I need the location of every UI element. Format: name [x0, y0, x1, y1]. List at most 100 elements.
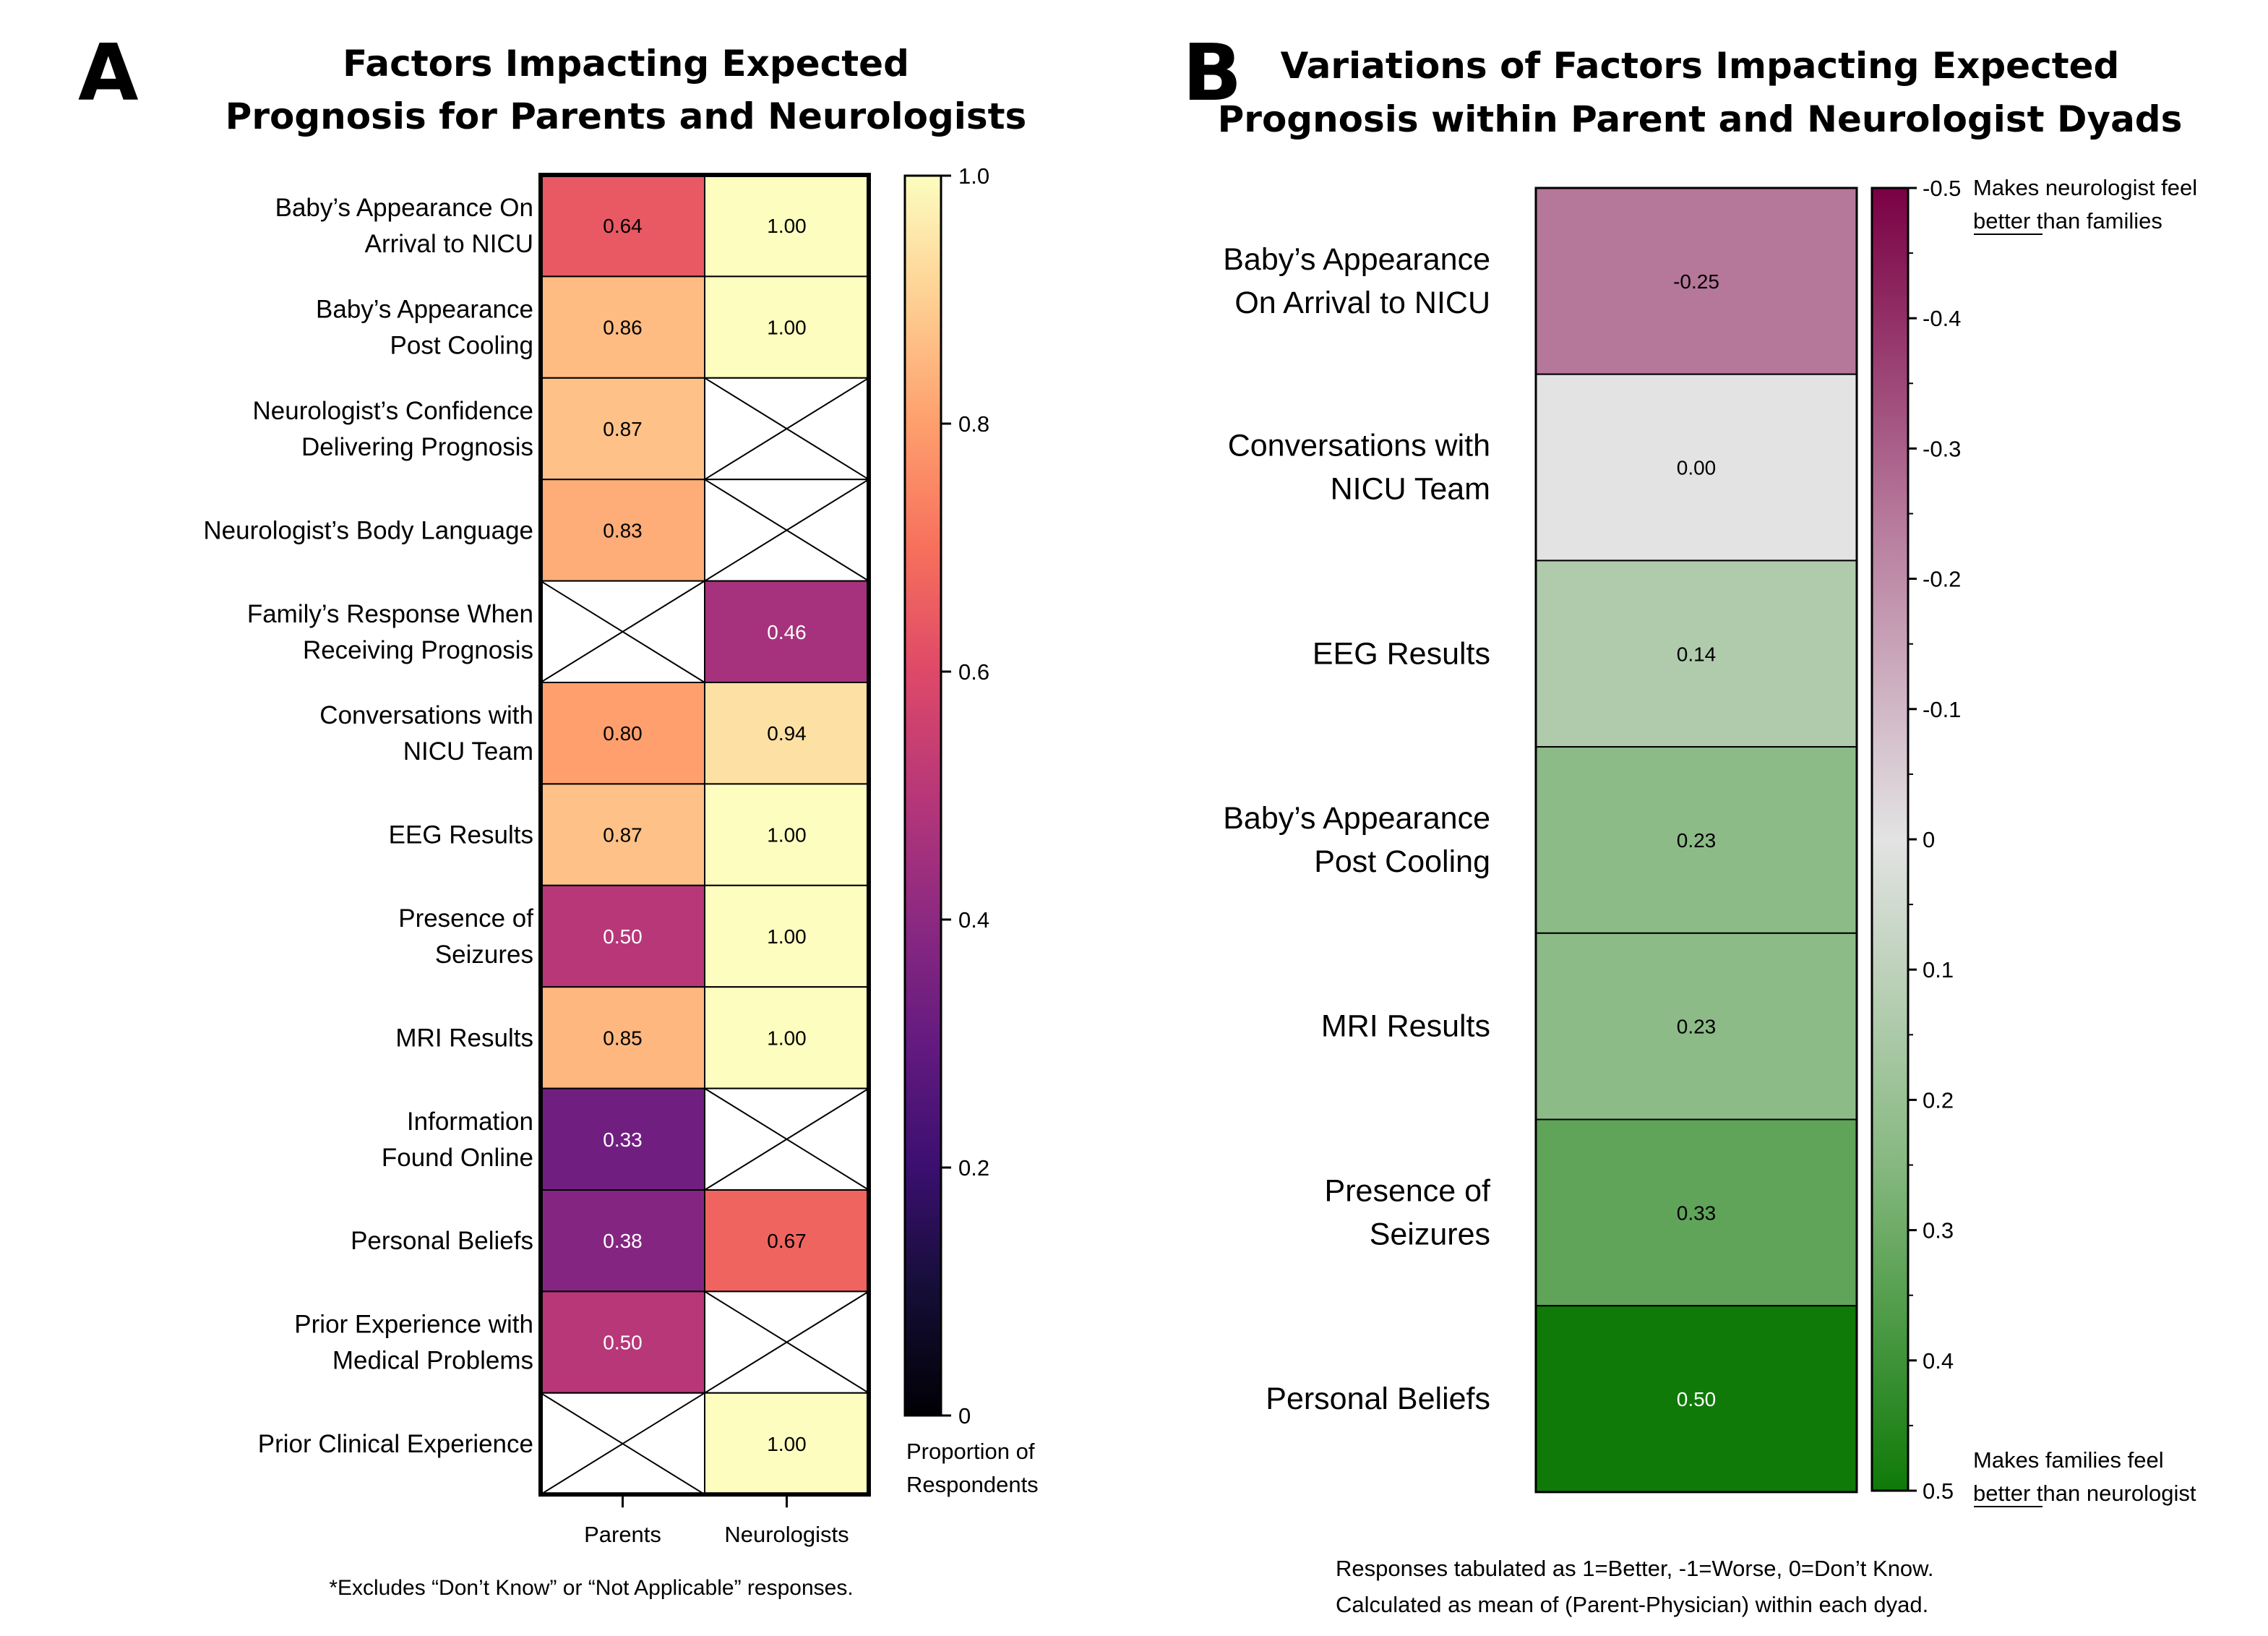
- heatmap-a-row-label: Neurologist’s Body Language: [203, 516, 533, 544]
- heatmap-b-row-label: EEG Results: [1313, 636, 1490, 671]
- heatmap-a-cell-value: 0.38: [603, 1230, 643, 1252]
- heatmap-a-cell-value: 0.67: [767, 1230, 807, 1252]
- colorbar-b-tick-label: 0.3: [1923, 1218, 1954, 1243]
- heatmap-b-border: [1534, 187, 1858, 1494]
- heatmap-a-row-label: Post Cooling: [390, 332, 533, 360]
- colorbar-a-title: Respondents: [906, 1472, 1039, 1497]
- heatmap-a-cell-value: 1.00: [767, 215, 807, 237]
- heatmap-a-row-label: Prior Experience with: [294, 1311, 533, 1339]
- heatmap-a-cell-value: 1.00: [767, 317, 807, 339]
- panel-a-title-line-2: Prognosis for Parents and Neurologists: [225, 95, 1027, 137]
- colorbar-b-tick-label: 0.1: [1923, 957, 1954, 982]
- colorbar-b-tick-label: 0.2: [1923, 1087, 1954, 1113]
- heatmap-a-row-label: NICU Team: [403, 737, 533, 766]
- panel-letter-a: A: [78, 28, 139, 119]
- heatmap-a-cell-value: 1.00: [767, 1433, 807, 1455]
- panel-b-title-line-1: Variations of Factors Impacting Expected: [1281, 45, 2120, 87]
- heatmap-a-row-label: Medical Problems: [332, 1347, 533, 1375]
- heatmap-a-cell: [704, 884, 869, 988]
- heatmap-a-column-label: Parents: [584, 1522, 661, 1547]
- heatmap-a-cell-value: 0.64: [603, 215, 643, 237]
- heatmap-a-cell-value: 0.86: [603, 317, 643, 339]
- colorbar-b-bottom-note: Makes families feel: [1973, 1447, 2164, 1473]
- heatmap-a-cell: [540, 1189, 705, 1293]
- heatmap-a-row-label: Baby’s Appearance: [316, 296, 533, 324]
- heatmap-a-cell: [704, 783, 869, 886]
- heatmap-b-cell-value: 0.50: [1677, 1388, 1717, 1410]
- heatmap-b-cell: [1535, 746, 1857, 934]
- heatmap-a-cell: [540, 682, 705, 785]
- heatmap-a-row-label: Presence of: [398, 904, 533, 933]
- heatmap-a-cell-value: 0.46: [767, 621, 807, 643]
- colorbar-b-top-note: Makes neurologist feel: [1973, 175, 2197, 200]
- colorbar-b-tick-label: -0.1: [1923, 697, 1961, 722]
- panel-a-heatmap: 0.64 1.00 Baby’s Appearance On Arrival to N…: [203, 173, 871, 1547]
- heatmap-a-missing-x-line: [540, 1392, 705, 1496]
- heatmap-a-cell: [540, 884, 705, 988]
- heatmap-a-cell: [540, 174, 705, 278]
- heatmap-a-row-label: Receiving Prognosis: [303, 636, 533, 664]
- colorbar-b-tick-label: -0.4: [1923, 306, 1961, 331]
- heatmap-a-cell: [704, 275, 869, 379]
- panel-b-heatmap: -0.25 Baby’s Appearance On Arrival to NICU…: [1223, 187, 1858, 1494]
- heatmap-a-row-label: Conversations with: [319, 701, 533, 729]
- colorbar-b-tick-label: -0.2: [1923, 567, 1961, 592]
- panel-a-title-line-1: Factors Impacting Expected: [343, 43, 909, 85]
- colorbar-a-tick-label: 0: [958, 1403, 971, 1429]
- panel-a-footnote: *Excludes “Don’t Know” or “Not Applicabl…: [329, 1576, 853, 1600]
- heatmap-a-cell: [540, 275, 705, 379]
- heatmap-b-row-label: Personal Beliefs: [1266, 1382, 1490, 1416]
- heatmap-b-row-label: Conversations with: [1228, 429, 1490, 463]
- panel-b-colorbar-gradient: [1870, 187, 1910, 1492]
- colorbar-b-tick-label: 0.4: [1923, 1348, 1954, 1374]
- panel-b-footnote-line-2: Calculated as mean of (Parent-Physician)…: [1336, 1592, 1928, 1617]
- heatmap-b-row-label: Presence of: [1325, 1173, 1492, 1208]
- heatmap-a-cell-value: 0.50: [603, 925, 643, 948]
- colorbar-b-tick-label: -0.3: [1923, 436, 1961, 461]
- heatmap-b-cell: [1535, 1118, 1857, 1307]
- heatmap-a-missing-x-line: [540, 580, 705, 683]
- heatmap-b-row-label: Post Cooling: [1314, 844, 1490, 879]
- heatmap-a-row-label: Prior Clinical Experience: [258, 1430, 533, 1458]
- heatmap-a-cell-value: 0.83: [603, 519, 643, 541]
- heatmap-a-row-label: Baby’s Appearance On: [275, 194, 533, 222]
- colorbar-b-tick-label: -0.5: [1923, 176, 1961, 201]
- heatmap-b-cell-value: 0.23: [1677, 829, 1717, 852]
- heatmap-a-border: [538, 173, 871, 1497]
- panel-a-colorbar: 0 0.2 0.4 0.6 0.8 1.0 Proportion of Respondents: [903, 163, 1039, 1497]
- heatmap-b-cell: [1535, 1305, 1857, 1493]
- panel-b-colorbar: -0.5 -0.4 -0.3 -0.2 -0.1 0 0.1 0.2 0.3 0.4 0.5 Make…: [1870, 175, 2197, 1507]
- heatmap-b-cell-value: 0.14: [1677, 643, 1717, 665]
- heatmap-a-cell-value: 0.94: [767, 722, 807, 745]
- heatmap-b-cell: [1535, 560, 1857, 748]
- heatmap-a-cell: [540, 783, 705, 886]
- panel-b-footnote-line-1: Responses tabulated as 1=Better, -1=Wors…: [1336, 1556, 1933, 1581]
- heatmap-a-missing-x-line: [704, 479, 869, 582]
- heatmap-a-row-label: Delivering Prognosis: [301, 433, 533, 461]
- heatmap-a-row-label: Found Online: [382, 1144, 533, 1172]
- colorbar-a-tick-label: 1.0: [958, 163, 989, 189]
- panel-a-colorbar-gradient: [903, 174, 942, 1417]
- heatmap-a-cell: [704, 580, 869, 683]
- heatmap-b-cell-value: -0.25: [1673, 270, 1719, 293]
- heatmap-b-cell-value: 0.23: [1677, 1016, 1717, 1038]
- colorbar-a-tick-label: 0.2: [958, 1155, 989, 1181]
- colorbar-b-bottom-note: better than neurologist: [1973, 1481, 2196, 1506]
- colorbar-a-tick-label: 0.8: [958, 411, 989, 437]
- heatmap-b-cell-value: 0.00: [1677, 457, 1717, 479]
- heatmap-a-cell: [704, 1189, 869, 1293]
- heatmap-a-row-label: MRI Results: [395, 1024, 533, 1052]
- heatmap-b-cell-value: 0.33: [1677, 1202, 1717, 1224]
- heatmap-a-row-label: Personal Beliefs: [351, 1227, 533, 1255]
- colorbar-b-top-note: better than families: [1973, 208, 2162, 234]
- colorbar-a-tick-label: 0.6: [958, 659, 989, 685]
- heatmap-a-cell-value: 1.00: [767, 824, 807, 847]
- panel-b-title-line-2: Prognosis within Parent and Neurologist …: [1218, 98, 2183, 140]
- panel-letter-b: B: [1182, 28, 1242, 119]
- heatmap-a-cell: [540, 1087, 705, 1191]
- heatmap-a-missing-x-line: [704, 377, 869, 481]
- heatmap-b-row-label: Seizures: [1370, 1217, 1490, 1251]
- heatmap-a-row-label: Seizures: [435, 941, 533, 969]
- heatmap-a-cell: [704, 986, 869, 1089]
